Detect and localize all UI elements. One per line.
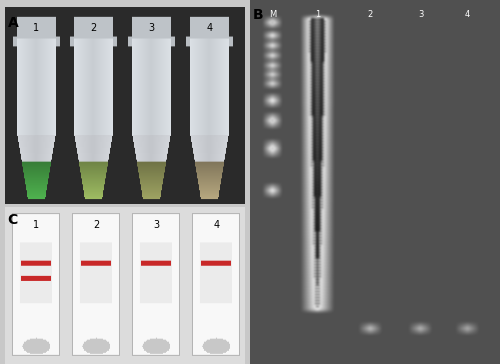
Text: 3: 3 xyxy=(154,220,160,230)
Text: 1: 1 xyxy=(315,11,320,20)
Text: 2: 2 xyxy=(368,11,373,20)
Text: 3: 3 xyxy=(418,11,423,20)
Text: C: C xyxy=(8,213,18,227)
Text: 1: 1 xyxy=(34,23,40,32)
Text: 4: 4 xyxy=(214,220,220,230)
Text: A: A xyxy=(8,16,18,29)
Text: M: M xyxy=(269,11,276,20)
Text: 4: 4 xyxy=(206,23,212,32)
Text: 1: 1 xyxy=(34,220,40,230)
Text: 2: 2 xyxy=(94,220,100,230)
Text: 4: 4 xyxy=(465,11,470,20)
Text: B: B xyxy=(252,8,263,23)
Text: 2: 2 xyxy=(90,23,96,32)
Text: 3: 3 xyxy=(148,23,154,32)
